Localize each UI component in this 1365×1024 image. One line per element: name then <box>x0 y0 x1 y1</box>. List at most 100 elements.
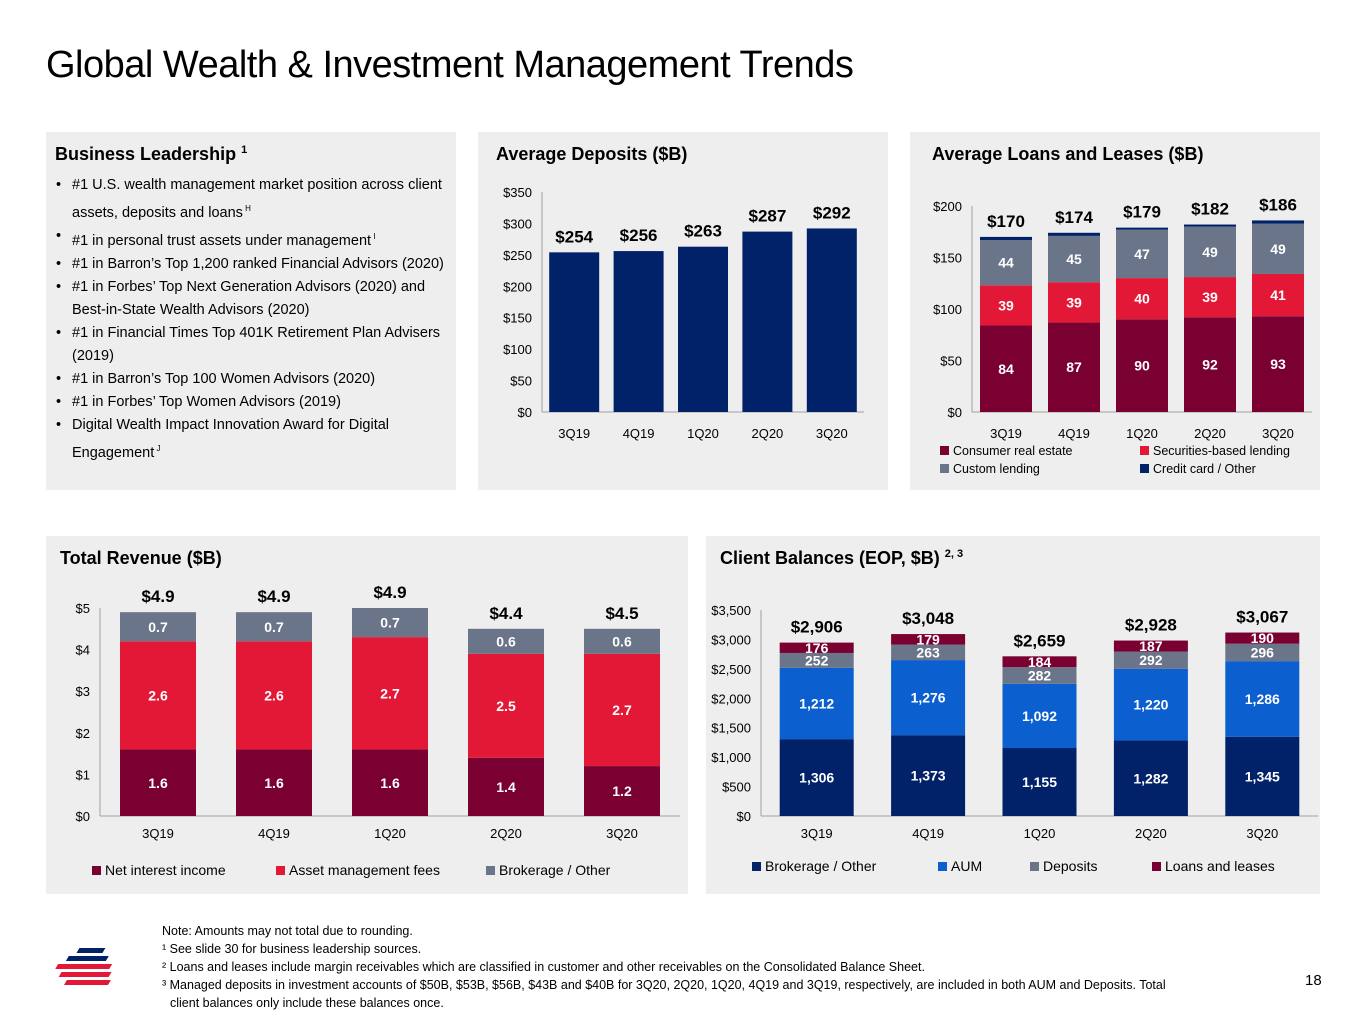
footnote-ref: 2, 3 <box>944 548 964 560</box>
bar-segment <box>584 628 660 654</box>
y-tick-label: $3,500 <box>711 603 751 618</box>
legend-item: Net interest income <box>92 862 226 878</box>
data-label: 282 <box>1028 667 1052 683</box>
data-label: 39 <box>1066 294 1082 310</box>
bar-segment <box>1048 322 1100 412</box>
loans-title: Average Loans and Leases ($B) <box>932 144 1204 164</box>
leadership-item: #1 in personal trust assets under manage… <box>54 225 454 253</box>
bar-segment <box>779 642 854 653</box>
data-label: 184 <box>1028 654 1052 670</box>
deposits-panel: Average Deposits ($B) $0 $50 $100 $150 $200 $… <box>478 132 888 490</box>
data-label: 92 <box>1202 357 1218 373</box>
x-tick-label: 4Q19 <box>1058 426 1090 441</box>
revenue-panel: Total Revenue ($B) $0 $1 $2 $3 $4 $5 3Q19 1.6 2.… <box>46 536 688 894</box>
legend-swatch <box>276 866 285 875</box>
y-tick-label: $0 <box>948 405 962 420</box>
x-tick-label: 2Q20 <box>490 826 522 841</box>
bar-segment <box>1048 235 1100 283</box>
bar-segment <box>468 757 544 816</box>
leadership-item-text: #1 in Barron’s Top 1,200 ranked Financia… <box>72 255 444 272</box>
data-label: 292 <box>1139 652 1163 668</box>
data-label: 1,212 <box>799 696 834 712</box>
deposits-chart: $0 $50 $100 $150 $200 $250 $300 $350 3Q19 $254 4Q1… <box>503 185 864 441</box>
revenue-chart: $0 $1 $2 $3 $4 $5 3Q19 1.6 2.6 0.7 $4.9 4Q19 1.6 2.6 0… <box>76 583 680 841</box>
deposits-title: Average Deposits ($B) <box>496 144 688 164</box>
leadership-item: #1 in Barron’s Top 100 Women Advisors (2… <box>54 368 454 391</box>
legend-swatch <box>940 464 949 473</box>
bar-segment <box>352 608 428 638</box>
data-label: 1.2 <box>612 783 632 799</box>
y-tick-label: $2,000 <box>711 691 751 706</box>
x-tick-label: 2Q20 <box>1194 426 1226 441</box>
y-tick-label: $0 <box>518 405 532 420</box>
business-leadership-title: Business Leadership 1 <box>55 144 247 165</box>
bar-segment <box>1252 223 1304 274</box>
bar-segment <box>891 644 966 661</box>
bar-segment <box>1184 317 1236 412</box>
data-label: 1,092 <box>1022 708 1057 724</box>
page-number: 18 <box>1305 972 1322 989</box>
bar-segment <box>1113 651 1188 669</box>
x-tick-label: 4Q19 <box>623 426 655 441</box>
legend-label: Credit card / Other <box>1153 462 1256 476</box>
bar-segment <box>779 652 854 668</box>
total-label: $179 <box>1123 203 1161 222</box>
total-label: $2,928 <box>1125 616 1177 635</box>
leadership-item: #1 in Barron’s Top 1,200 ranked Financia… <box>54 253 454 276</box>
bar-segment <box>1116 278 1168 320</box>
bar-segment <box>1225 632 1300 644</box>
bar-segment <box>1002 683 1077 749</box>
legend-label: AUM <box>951 858 983 874</box>
data-label: 39 <box>1202 289 1218 305</box>
bar-segment <box>236 749 312 816</box>
total-label: $4.4 <box>489 604 523 623</box>
bar-segment <box>779 739 854 816</box>
data-label: 2.6 <box>148 687 168 703</box>
y-tick-label: $500 <box>722 780 751 795</box>
page-title: Global Wealth & Investment Management Tr… <box>46 44 854 86</box>
bar-segment <box>980 285 1032 326</box>
total-label: $3,048 <box>902 609 954 628</box>
legend-label: Consumer real estate <box>953 444 1073 458</box>
y-tick-label: $100 <box>933 302 962 317</box>
legend-item: Custom lending <box>940 462 1040 476</box>
leadership-item-text: #1 in Forbes’ Top Women Advisors (2019) <box>72 393 341 410</box>
bar-segment <box>1225 736 1300 816</box>
bar-segment <box>1116 319 1168 412</box>
y-tick-label: $1,500 <box>711 721 751 736</box>
bar-segment <box>352 637 428 750</box>
leadership-item-text: Digital Wealth Impact Innovation Award f… <box>72 416 390 461</box>
legend-item: Credit card / Other <box>1140 462 1256 476</box>
client-balances-panel: Client Balances (EOP, $B) 2, 3 $0 $500 $1,… <box>706 536 1320 894</box>
total-label: $254 <box>555 227 593 246</box>
bar-segment <box>236 641 312 750</box>
legend-item: Consumer real estate <box>940 444 1073 458</box>
total-label: $182 <box>1191 200 1229 219</box>
y-tick-label: $4 <box>76 643 90 658</box>
total-label: $170 <box>987 212 1025 231</box>
footnote-line: client balances only include these balan… <box>170 996 444 1010</box>
legend-item: Loans and leases <box>1152 858 1275 874</box>
data-label: 1.6 <box>264 775 284 791</box>
bar <box>549 252 600 412</box>
legend-swatch <box>486 866 495 875</box>
data-label: 1,306 <box>799 770 834 786</box>
data-label: 87 <box>1066 359 1082 375</box>
legend-label: Net interest income <box>105 862 226 878</box>
loans-chart: $0 $50 $100 $150 $200 3Q19 84 39 44 $170 4Q19 87 39 4… <box>933 195 1312 441</box>
total-label: $4.9 <box>373 583 406 602</box>
loans-panel: Average Loans and Leases ($B) $0 $50 $100 $… <box>910 132 1320 490</box>
bar-segment <box>120 749 196 816</box>
data-label: 90 <box>1134 358 1150 374</box>
x-tick-label: 3Q19 <box>142 826 174 841</box>
x-tick-label: 3Q20 <box>1262 426 1294 441</box>
total-label: $174 <box>1055 208 1093 227</box>
legend-label: Brokerage / Other <box>765 858 877 874</box>
bar-segment <box>980 236 1032 240</box>
footnote-ref: 1 <box>241 144 248 156</box>
bar-segment <box>1252 273 1304 317</box>
total-label: $4.9 <box>257 587 290 606</box>
x-tick-label: 3Q19 <box>801 826 833 841</box>
y-tick-label: $1 <box>76 767 90 782</box>
footnote-line: Note: Amounts may not total due to round… <box>162 924 413 938</box>
